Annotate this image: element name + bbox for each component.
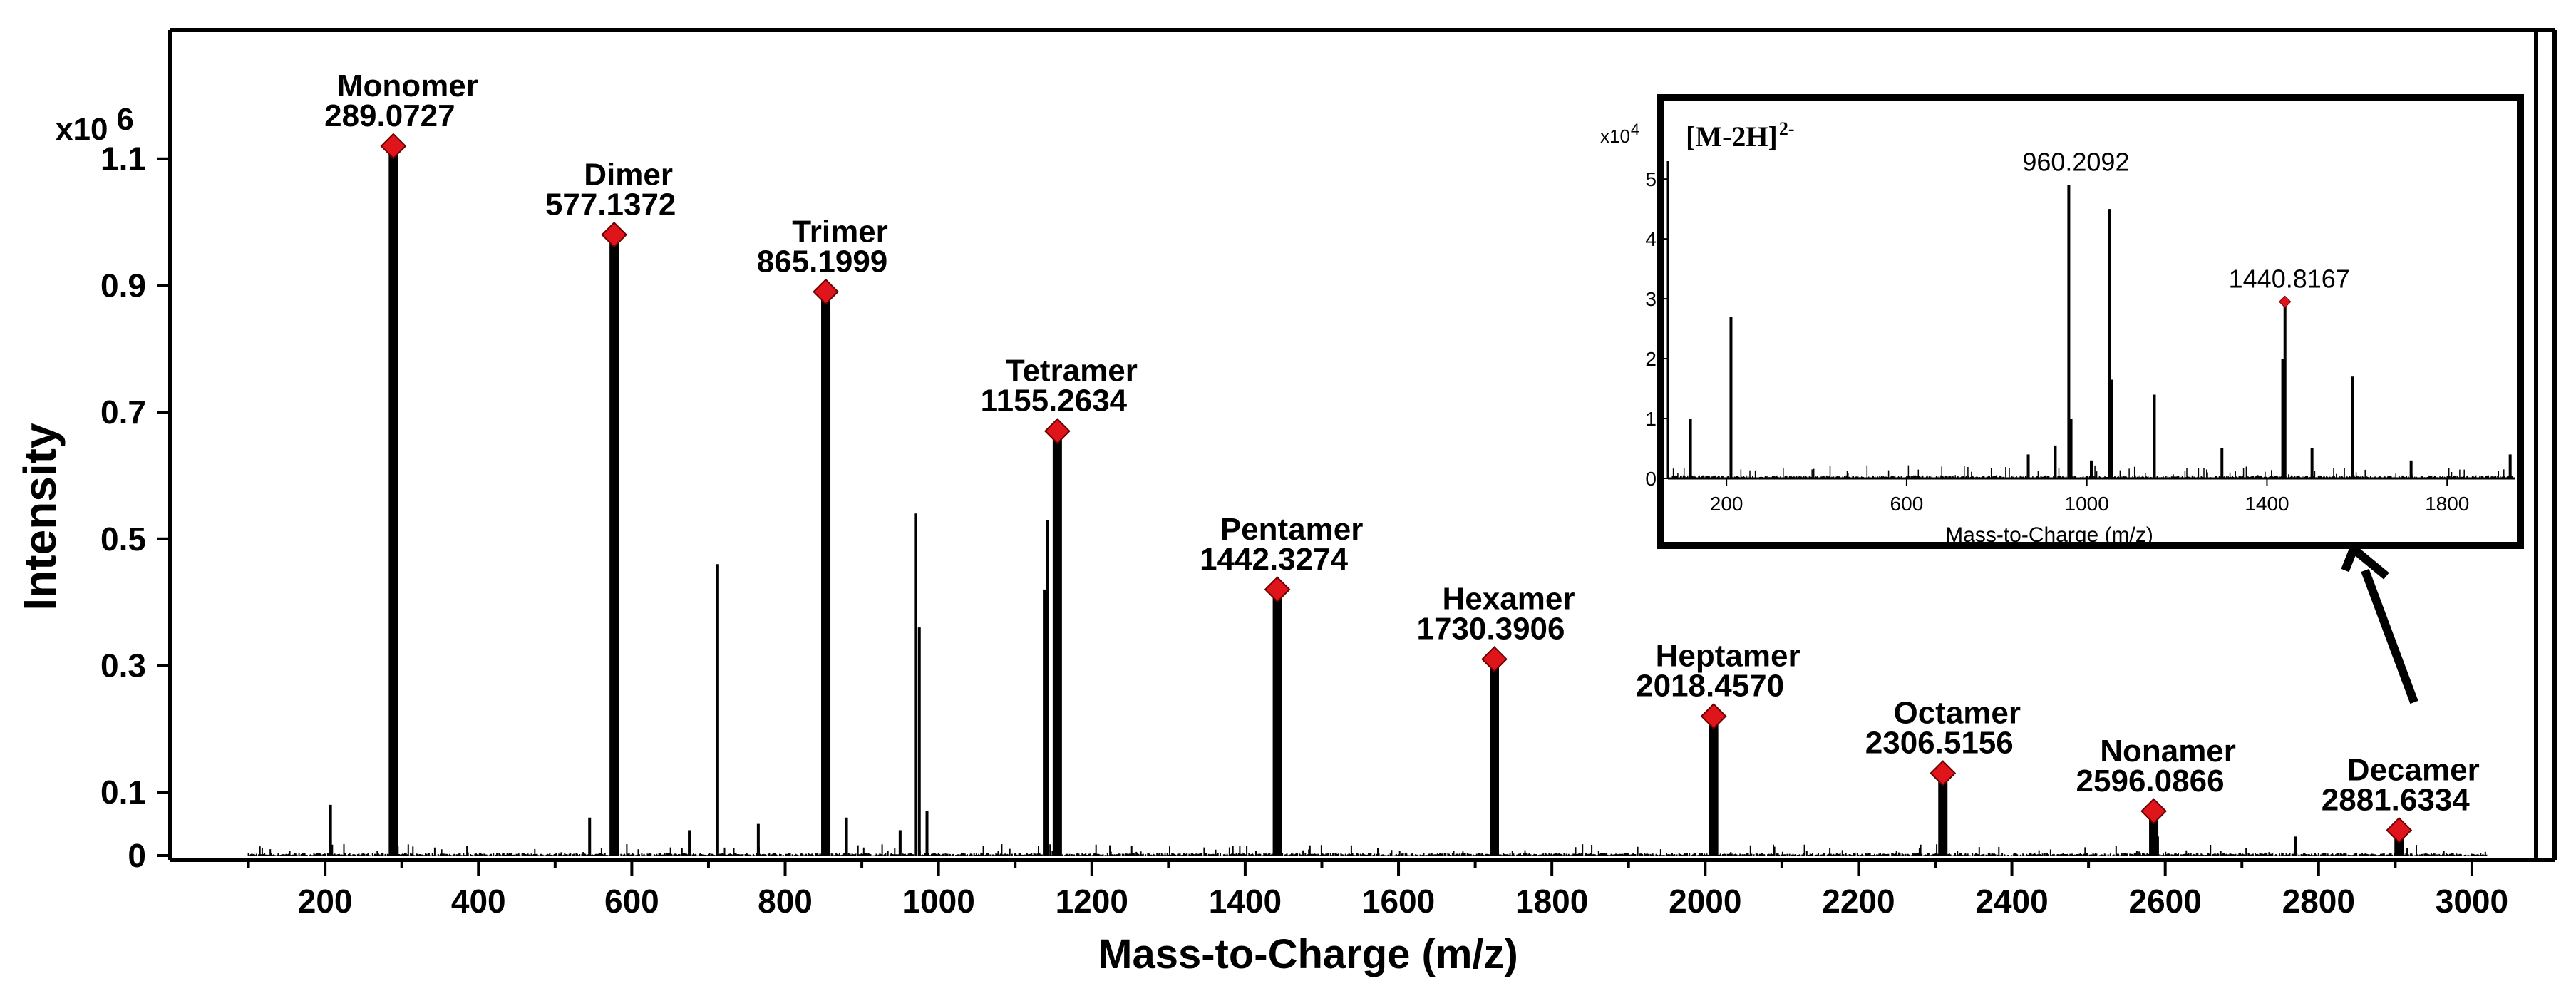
peak-mz-label: 577.1372	[545, 187, 676, 222]
y-tick-label: 0.7	[101, 394, 146, 431]
arrow-to-inset	[2341, 542, 2418, 704]
inset-y-multiplier: x104	[1600, 120, 1639, 147]
peak-marker	[2140, 798, 2167, 825]
y-tick-label: 1.1	[101, 140, 146, 178]
peak-mz-label: 2306.5156	[1865, 726, 2014, 761]
peak-name-label: Monomer	[337, 68, 478, 103]
inset-y-tick-label: 5	[1645, 168, 1657, 190]
x-tick-label: 1200	[1056, 883, 1128, 920]
peak-mz-label: 2018.4570	[1636, 669, 1784, 704]
y-axis-title: Intensity	[14, 423, 66, 611]
inset-title-text: [M-2H]	[1686, 120, 1778, 153]
inset-x-tick-label: 1400	[2245, 493, 2289, 515]
x-tick-label: 2200	[1822, 883, 1895, 920]
y-multiplier-base: x10	[56, 112, 108, 147]
y-multiplier-label: x10 6	[56, 102, 134, 147]
inset-peak-annotation: 960.2092	[2022, 148, 2129, 177]
inset-x-tick-label: 1800	[2425, 493, 2469, 515]
x-tick-label: 2000	[1669, 883, 1741, 920]
peak-name-label: Hexamer	[1443, 582, 1575, 617]
peak-name-label: Heptamer	[1656, 639, 1800, 674]
x-axis-title: Mass-to-Charge (m/z)	[1098, 931, 1518, 977]
x-tick-label: 2800	[2282, 883, 2355, 920]
peak-marker	[813, 278, 839, 305]
main-plot-frame	[168, 28, 2557, 862]
inset-y-tick-label: 3	[1645, 288, 1657, 310]
peak-name-label: Trimer	[792, 214, 888, 249]
inset-y-tick-label: 0	[1645, 468, 1657, 490]
x-tick-label: 200	[298, 883, 353, 920]
x-tick-label: 3000	[2436, 883, 2508, 920]
peak-marker	[1481, 646, 1508, 672]
y-tick-label: 0.9	[101, 267, 146, 304]
inset-x-tick-label: 1000	[2065, 493, 2109, 515]
x-tick-label: 1400	[1209, 883, 1282, 920]
peak-mz-label: 2881.6334	[2322, 782, 2471, 817]
peak-mz-label: 1442.3274	[1200, 542, 1349, 577]
inset-multiplier-exp: 4	[1631, 120, 1639, 138]
y-multiplier-exp: 6	[116, 102, 133, 137]
peak-mz-label: 1730.3906	[1416, 612, 1565, 647]
inset-multiplier-base: x10	[1600, 125, 1630, 147]
peak-mz-label: 1155.2634	[981, 384, 1128, 419]
inset-x-axis-title: Mass-to-Charge (m/z)	[1945, 523, 2153, 547]
inset-x-tick-label: 200	[1710, 493, 1743, 515]
peak-marker	[1930, 760, 1957, 786]
peak-marker	[1700, 703, 1727, 729]
peak-marker	[601, 221, 628, 248]
peak-name-label: Octamer	[1893, 696, 2021, 731]
peak-name-label: Dimer	[584, 157, 673, 192]
y-tick-label: 0.5	[101, 520, 146, 558]
inset-title: [M-2H]2-	[1686, 118, 1795, 153]
y-tick-label: 0.3	[101, 647, 146, 684]
inset-y-tick-label: 4	[1645, 228, 1657, 250]
x-tick-label: 2600	[2129, 883, 2202, 920]
inset-panel: [M-2H]2- x104 Mass-to-Charge (m/z) 200 60…	[1600, 94, 2524, 549]
peak-marker	[1264, 576, 1291, 603]
inset-plot: 200 600 1000 1400 1800 0 1 2 3 4 5 960.2092 1440.816…	[1645, 148, 2515, 515]
peak-marker	[380, 133, 407, 160]
peak-marker	[1044, 418, 1071, 445]
x-tick-label: 1000	[902, 883, 974, 920]
inset-title-charge: 2-	[1779, 118, 1795, 139]
peak-marker	[2386, 817, 2413, 843]
peak-mz-label: 2596.0866	[2076, 764, 2225, 799]
peak-name-label: Decamer	[2347, 752, 2480, 787]
x-tick-label: 400	[451, 883, 506, 920]
peak-name-label: Nonamer	[2100, 734, 2236, 769]
x-tick-label: 1800	[1515, 883, 1588, 920]
y-tick-label: 0.1	[101, 774, 146, 811]
peak-mz-label: 865.1999	[757, 244, 888, 279]
peak-name-label: Pentamer	[1220, 512, 1364, 547]
inset-y-tick-label: 1	[1645, 408, 1657, 430]
inset-y-tick-label: 2	[1645, 348, 1657, 370]
peak-name-label: Tetramer	[1006, 354, 1138, 389]
x-tick-label: 800	[758, 883, 813, 920]
peak-mz-label: 289.0727	[324, 98, 455, 133]
x-tick-label: 2400	[1975, 883, 2048, 920]
y-tick-label: 0	[128, 837, 146, 874]
x-tick-label: 600	[604, 883, 659, 920]
inset-x-tick-label: 600	[1890, 493, 1924, 515]
inset-peak-annotation: 1440.8167	[2229, 264, 2350, 293]
inset-peak-marker	[2279, 295, 2292, 309]
x-tick-label: 1600	[1362, 883, 1435, 920]
inset-noise-path	[1671, 465, 2513, 478]
main-axis-ticks: 200 400 600 800 1000 1200 1400 1600 1800 2000 2200…	[101, 140, 2508, 920]
